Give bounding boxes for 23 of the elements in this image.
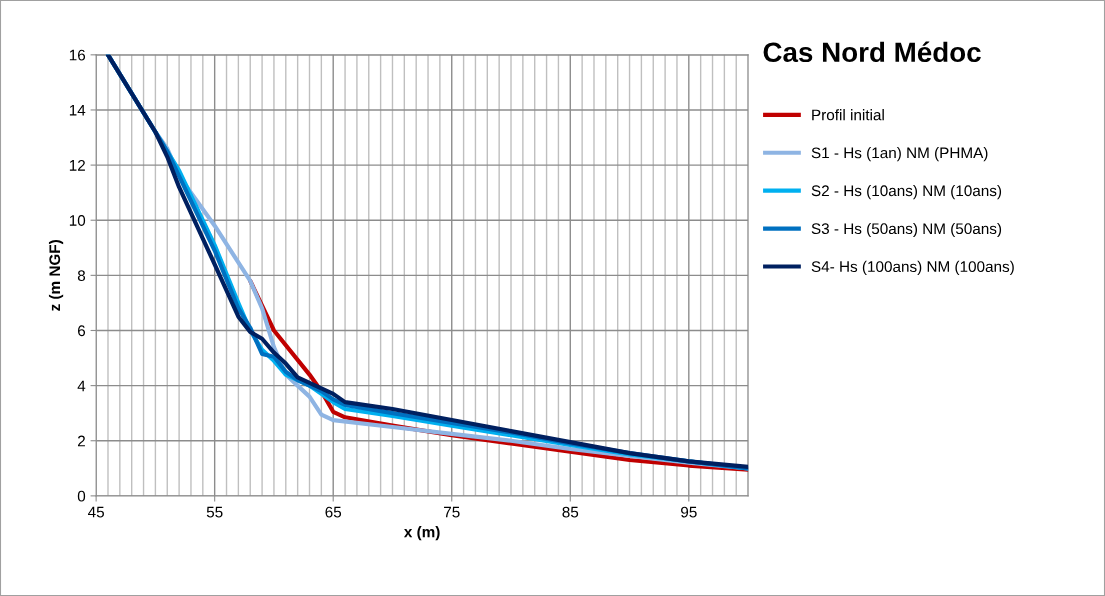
y-axis-title: z (m NGF) (48, 240, 64, 311)
y-tick-label: 8 (77, 270, 86, 282)
y-tick-label: 12 (69, 159, 85, 171)
x-tick-label: 95 (681, 506, 697, 518)
x-axis-title: x (m) (403, 526, 440, 541)
legend-label: Profil initial (812, 109, 884, 121)
x-tick-label: 65 (325, 506, 342, 518)
legend-label: S2 - Hs (10ans) NM (10ans) (811, 184, 1002, 200)
y-tick-label: 14 (69, 104, 86, 116)
legend-label: S4- Hs (100ans) NM (100ans) (811, 260, 1014, 276)
legend-label: S1 - Hs (1an) NM (PHMA) (811, 147, 988, 162)
text: Cas Nord Médoc (763, 41, 981, 63)
y-tick-label: 10 (69, 215, 86, 226)
x-tick-label: 85 (562, 506, 579, 518)
y-tick-label: 4 (77, 380, 86, 392)
y-tick-label: 16 (69, 49, 86, 61)
x-tick-label: 75 (444, 506, 460, 518)
y-tick-label: 2 (77, 435, 85, 447)
x-tick-label: 55 (206, 506, 223, 518)
x-tick-label: 45 (87, 506, 104, 518)
y-tick-label: 6 (78, 325, 86, 337)
y-tick-label: 0 (77, 490, 86, 502)
legend-label: S3 - Hs (50ans) NM (50ans) (811, 222, 1002, 238)
